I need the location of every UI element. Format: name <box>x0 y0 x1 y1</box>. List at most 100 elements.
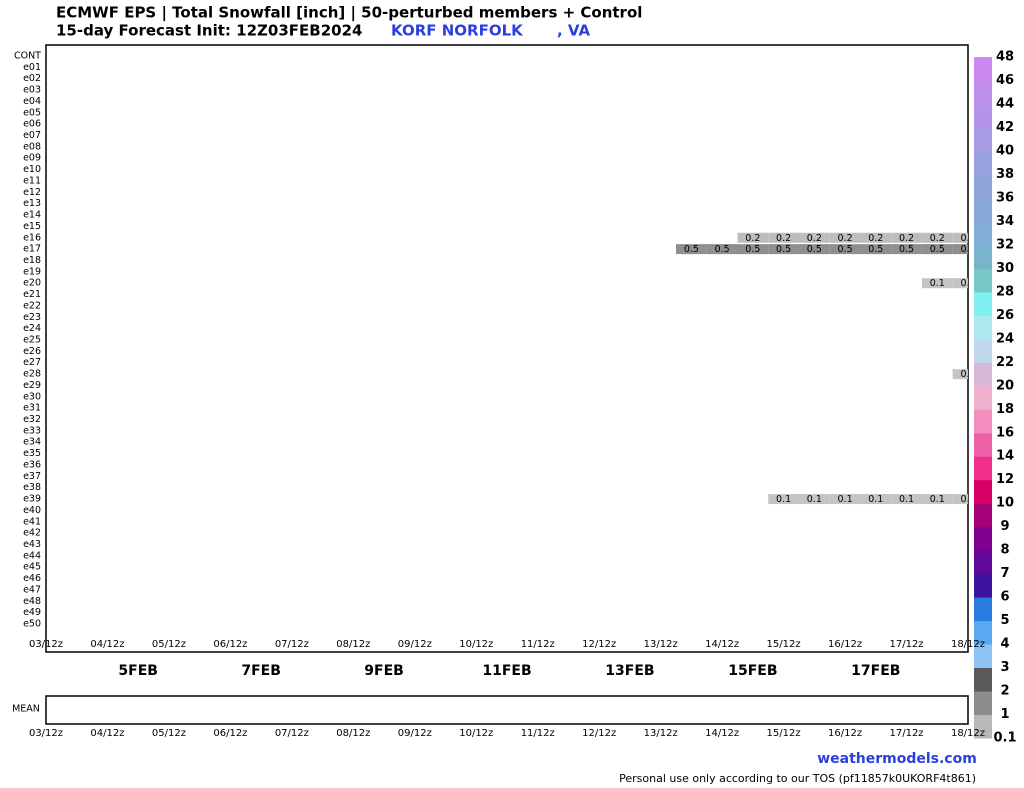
colorbar-label: 6 <box>1000 590 1009 605</box>
x-tick-label: 16/12z <box>828 639 862 650</box>
mean-x-tick-label: 18/12z <box>951 728 985 739</box>
colorbar-segment <box>974 620 992 645</box>
colorbar-label: 1 <box>1000 707 1009 722</box>
cell-value: 0.2 <box>776 233 791 244</box>
member-label: e02 <box>23 73 41 84</box>
cell <box>952 278 968 289</box>
member-label: e25 <box>23 335 41 346</box>
colorbar-label: 7 <box>1000 566 1009 581</box>
member-label: e15 <box>23 221 41 232</box>
day-label: 11FEB <box>482 663 531 679</box>
cell <box>768 244 799 255</box>
cell-value: 0.1 <box>960 494 975 505</box>
colorbar-segment <box>974 714 992 739</box>
cell-value: 0.2 <box>838 233 853 244</box>
cell <box>798 494 830 505</box>
cell <box>921 278 953 289</box>
colorbar-segment <box>974 432 992 457</box>
mean-x-tick-label: 11/12z <box>521 728 555 739</box>
colorbar-label: 5 <box>1000 613 1009 628</box>
cell-value: 0.5 <box>745 244 760 255</box>
cell-value: 0.1 <box>838 494 853 505</box>
member-label: e36 <box>23 459 41 470</box>
cell-value: 0.2 <box>745 233 760 244</box>
member-label: e43 <box>23 539 41 550</box>
member-label: e10 <box>23 164 41 175</box>
colorbar-label: 42 <box>996 120 1014 135</box>
member-label: e20 <box>23 278 41 289</box>
cell <box>768 232 799 243</box>
cell <box>737 232 769 243</box>
member-label: e06 <box>23 119 41 130</box>
cell <box>768 494 799 505</box>
colorbar-label: 46 <box>996 73 1014 88</box>
x-tick-label: 14/12z <box>705 639 739 650</box>
cell <box>737 244 769 255</box>
member-label: e49 <box>23 607 41 618</box>
colorbar-label: 22 <box>996 355 1014 370</box>
cell-value: 0.2 <box>960 233 975 244</box>
site: weathermodels.com <box>817 751 977 767</box>
x-tick-label: 10/12z <box>459 639 493 650</box>
colorbar-label: 48 <box>996 50 1014 65</box>
colorbar-label: 20 <box>996 378 1014 393</box>
colorbar-segment <box>974 644 992 669</box>
cell <box>829 232 861 243</box>
member-label: e42 <box>23 528 41 539</box>
member-label: e50 <box>23 619 41 630</box>
colorbar-label: 26 <box>996 308 1014 323</box>
day-label: 13FEB <box>605 663 654 679</box>
member-label: e01 <box>23 62 41 73</box>
mean-x-tick-label: 05/12z <box>152 728 186 739</box>
mean-x-tick-label: 09/12z <box>398 728 432 739</box>
colorbar-segment <box>974 197 992 222</box>
colorbar-label: 34 <box>996 214 1014 229</box>
x-tick-label: 12/12z <box>582 639 616 650</box>
colorbar-segment <box>974 291 992 316</box>
mean-x-tick-label: 13/12z <box>644 728 678 739</box>
colorbar-label: 18 <box>996 402 1014 417</box>
colorbar-label: 38 <box>996 167 1014 182</box>
colorbar-segment <box>974 597 992 622</box>
cell <box>829 244 861 255</box>
member-label: e37 <box>23 471 41 482</box>
mean-label: MEAN <box>12 704 40 715</box>
colorbar-segment <box>974 550 992 575</box>
colorbar-label: 16 <box>996 425 1014 440</box>
colorbar-label: 40 <box>996 144 1014 159</box>
colorbar-segment <box>974 362 992 387</box>
colorbar-segment <box>974 667 992 692</box>
colorbar-label: 3 <box>1000 660 1009 675</box>
member-label: e22 <box>23 300 41 311</box>
colorbar-label: 30 <box>996 261 1014 276</box>
colorbar-segment <box>974 80 992 105</box>
member-label: e28 <box>23 369 41 380</box>
mean-x-tick-label: 03/12z <box>29 728 63 739</box>
cell <box>860 244 892 255</box>
member-label: e18 <box>23 255 41 266</box>
colorbar-segment <box>974 244 992 269</box>
x-tick-label: 03/12z <box>29 639 63 650</box>
chart-subtitle: 15-day Forecast Init: 12Z03FEB2024 <box>56 22 362 40</box>
member-label: e14 <box>23 210 41 221</box>
mean-x-tick-label: 07/12z <box>275 728 309 739</box>
colorbar-label: 36 <box>996 190 1014 205</box>
day-label: 7FEB <box>241 663 281 679</box>
day-label: 17FEB <box>851 663 900 679</box>
member-label: e23 <box>23 312 41 323</box>
member-label: e34 <box>23 437 41 448</box>
chart-title: ECMWF EPS | Total Snowfall [inch] | 50-p… <box>56 4 642 23</box>
colorbar-segment <box>974 57 992 82</box>
x-tick-label: 05/12z <box>152 639 186 650</box>
cell-value: 0.5 <box>684 244 699 255</box>
colorbar-label: 8 <box>1000 543 1009 558</box>
cell <box>798 244 830 255</box>
cell-value: 0.1 <box>960 278 975 289</box>
member-label: e45 <box>23 562 41 573</box>
plot-frame <box>45 44 969 653</box>
colorbar-segment <box>974 385 992 410</box>
member-label: e12 <box>23 187 41 198</box>
cell <box>891 244 922 255</box>
state: , VA <box>557 22 591 40</box>
cell-value: 0.2 <box>807 233 822 244</box>
